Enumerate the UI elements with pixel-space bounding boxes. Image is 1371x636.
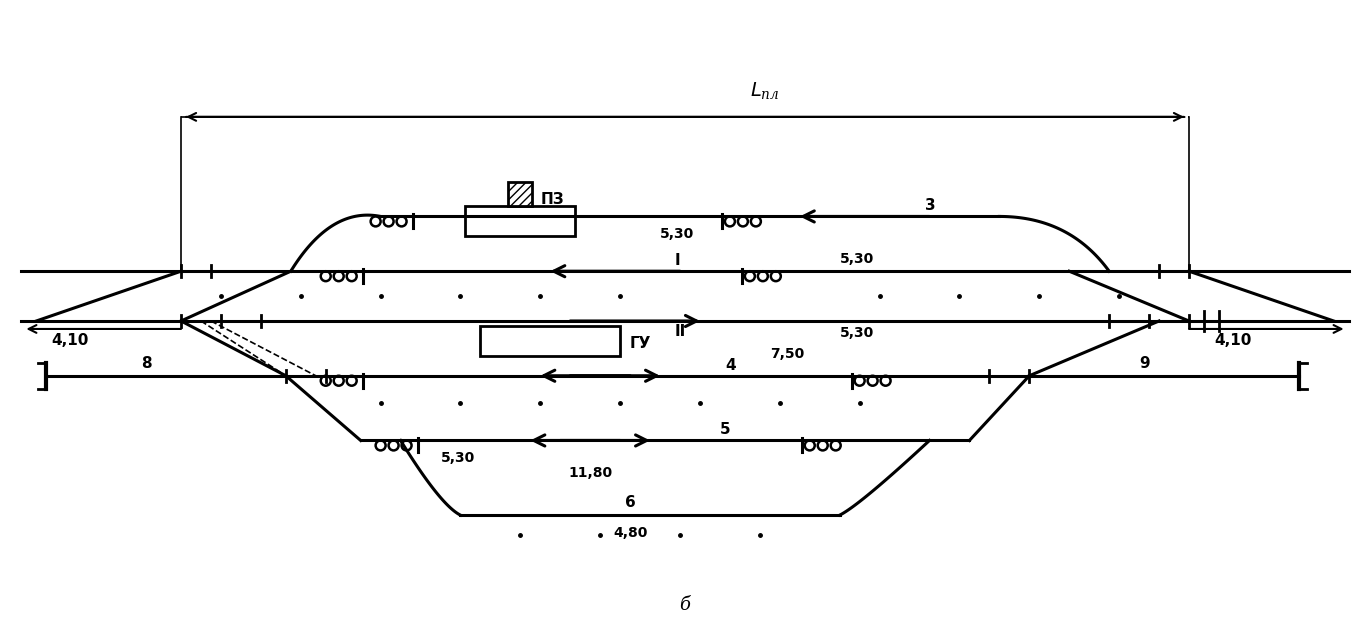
Text: 4,10: 4,10 [1213, 333, 1252, 349]
Text: 8: 8 [141, 356, 151, 371]
Text: 6: 6 [625, 495, 636, 510]
Text: 4,10: 4,10 [51, 333, 89, 349]
Text: 5,30: 5,30 [839, 326, 873, 340]
Text: 4: 4 [725, 358, 736, 373]
Bar [465, 207, 576, 237]
Text: 9: 9 [1139, 356, 1149, 371]
Text: ПЗ: ПЗ [540, 192, 563, 207]
Text: ГУ: ГУ [631, 336, 651, 351]
Text: 3: 3 [924, 198, 935, 214]
Text: 11,80: 11,80 [568, 466, 613, 480]
Text: 5,30: 5,30 [659, 227, 694, 242]
Text: 5,30: 5,30 [440, 452, 474, 466]
Text: II: II [675, 324, 687, 339]
Text: б: б [680, 596, 691, 614]
Text: I: I [675, 253, 680, 268]
Text: 4,80: 4,80 [613, 526, 647, 540]
Text: 5: 5 [720, 422, 731, 438]
Text: 7,50: 7,50 [771, 347, 803, 361]
Bar [480, 326, 620, 356]
Text: 5,30: 5,30 [839, 252, 873, 266]
Text: $L_{\mathregular{пл}}$: $L_{\mathregular{пл}}$ [750, 81, 780, 102]
Bar [509, 182, 532, 207]
